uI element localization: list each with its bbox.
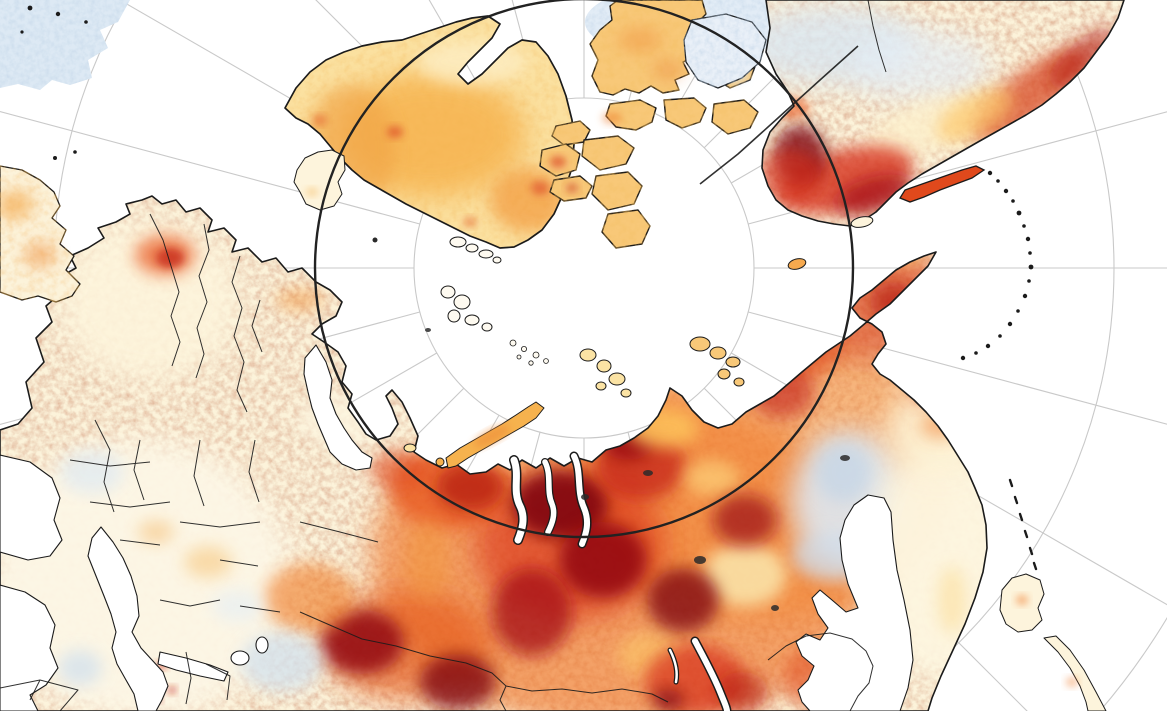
alaska xyxy=(761,0,1125,227)
coast-speck xyxy=(55,11,61,17)
graticule-meridian xyxy=(0,110,420,225)
land-west-edge xyxy=(0,150,81,303)
coast-speck xyxy=(27,5,33,11)
yenisei-gulf-inner xyxy=(571,453,591,547)
gulf-of-finland xyxy=(157,651,229,682)
arctic-island xyxy=(663,97,707,129)
alaska-peninsula xyxy=(899,165,986,203)
iceland xyxy=(293,149,346,211)
st-lawrence-island xyxy=(850,216,874,228)
new-siberian-islands xyxy=(689,336,745,387)
taz-gulf-inner xyxy=(542,459,557,535)
skagerrak xyxy=(0,584,59,711)
coast-speck xyxy=(53,156,57,160)
banks-island xyxy=(683,13,767,89)
kolguyev-island xyxy=(403,443,417,453)
country-borders xyxy=(0,0,887,711)
us-russia-boundary xyxy=(699,45,859,185)
lake-khovsgol-inner xyxy=(668,648,678,684)
arctic-island xyxy=(711,99,759,135)
island-heat-flecks xyxy=(306,188,1078,687)
coast-speck xyxy=(84,20,88,24)
mongolia-border xyxy=(505,685,669,703)
white-sea xyxy=(303,344,373,471)
wrangel-island xyxy=(787,258,807,270)
baffin-island-north xyxy=(591,171,643,211)
baffin-island-north xyxy=(581,135,635,171)
us-canada-border xyxy=(867,0,887,73)
sea-of-okhotsk xyxy=(795,494,914,711)
kuril-islands xyxy=(1008,478,1038,571)
water-bodies xyxy=(0,344,914,711)
coast-speck xyxy=(73,150,77,154)
amur-border xyxy=(767,632,874,711)
coast-speck xyxy=(20,30,24,34)
vaygach-island xyxy=(435,457,445,467)
franz-josef-land xyxy=(509,339,549,366)
aleutian-islands xyxy=(960,170,1034,361)
lake-baikal-inner xyxy=(692,638,730,711)
north-sea xyxy=(0,454,63,561)
jan-mayen xyxy=(372,237,378,243)
graticule-meridian xyxy=(428,0,500,122)
severnaya-zemlya xyxy=(579,348,632,398)
lake-onega xyxy=(255,636,269,654)
siberia-lake-specks xyxy=(425,328,850,611)
polar-islands xyxy=(293,149,1107,711)
baltic-sea-bothnia xyxy=(87,526,169,711)
baffin-island-north xyxy=(601,209,651,249)
svalbard xyxy=(440,236,502,332)
honshu xyxy=(1043,635,1107,711)
kazakhstan-border xyxy=(299,611,507,711)
lake-ladoga xyxy=(230,650,250,666)
arctic-circle-ring xyxy=(313,0,855,539)
arctic-circle xyxy=(313,0,855,539)
